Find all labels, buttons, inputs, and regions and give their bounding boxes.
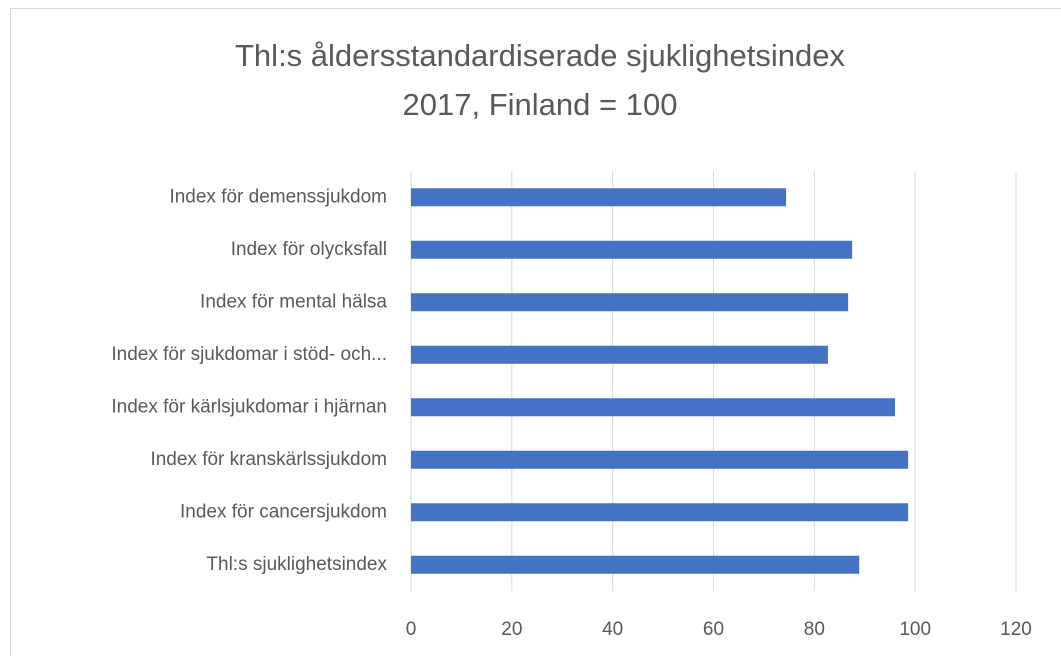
x-tick-label: 20: [501, 619, 522, 640]
x-tick-label: 80: [804, 619, 825, 640]
bar: [411, 555, 860, 574]
x-tick-label: 120: [1000, 619, 1032, 640]
bar: [411, 345, 828, 364]
y-tick-label: Thl:s sjuklighetsindex: [206, 554, 387, 575]
bar: [411, 240, 853, 259]
x-tick-label: 40: [602, 619, 623, 640]
y-tick-label: Index för kranskärlssjukdom: [150, 449, 387, 470]
bar: [411, 450, 909, 469]
bar: [411, 293, 849, 312]
y-tick-label: Index för sjukdomar i stöd- och...: [111, 344, 387, 365]
y-tick-label: Index för demenssjukdom: [169, 186, 387, 207]
y-tick-label: Index för kärlsjukdomar i hjärnan: [111, 396, 387, 417]
y-tick-label: Index för cancersjukdom: [180, 501, 387, 522]
x-tick-label: 100: [899, 619, 931, 640]
bar: [411, 503, 909, 522]
x-tick-label: 60: [703, 619, 724, 640]
x-tick-label: 0: [406, 619, 417, 640]
y-tick-label: Index för mental hälsa: [200, 291, 387, 312]
chart-title: 2017, Finland = 100: [403, 87, 678, 122]
bar: [411, 188, 787, 207]
chart-frame: [10, 8, 1061, 656]
bar: [411, 398, 895, 417]
chart-title: Thl:s åldersstandardiserade sjuklighetsi…: [235, 38, 845, 73]
y-tick-label: Index för olycksfall: [231, 239, 387, 260]
